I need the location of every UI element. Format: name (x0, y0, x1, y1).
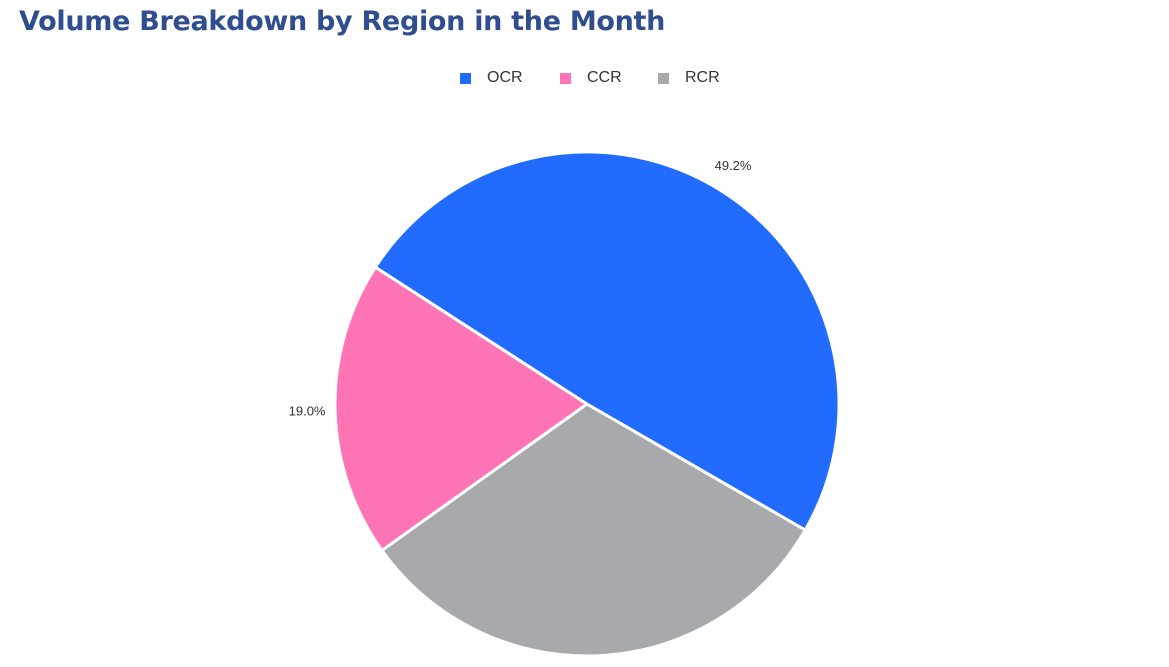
legend-label-rcr: RCR (685, 69, 720, 86)
legend-label-ccr: CCR (587, 69, 622, 86)
legend-swatch-ccr (560, 72, 571, 84)
legend-item-ocr[interactable]: OCR (460, 66, 523, 90)
slice-label-ccr: 19.0% (289, 403, 326, 418)
legend-item-rcr[interactable]: RCR (658, 66, 720, 90)
legend-swatch-rcr (658, 72, 669, 84)
pie-slice-rcr[interactable] (380, 402, 807, 658)
legend-swatch-ocr (460, 72, 471, 84)
slice-label-ocr: 49.2% (715, 158, 752, 173)
legend-item-ccr[interactable]: CCR (560, 66, 622, 90)
legend-label-ocr: OCR (487, 69, 523, 86)
chart-legend: OCR CCR RCR (0, 66, 1169, 90)
chart-title: Volume Breakdown by Region in the Month (19, 6, 666, 37)
pie-slice-ocr[interactable] (373, 150, 841, 532)
pie-slice-ccr[interactable] (333, 265, 589, 552)
